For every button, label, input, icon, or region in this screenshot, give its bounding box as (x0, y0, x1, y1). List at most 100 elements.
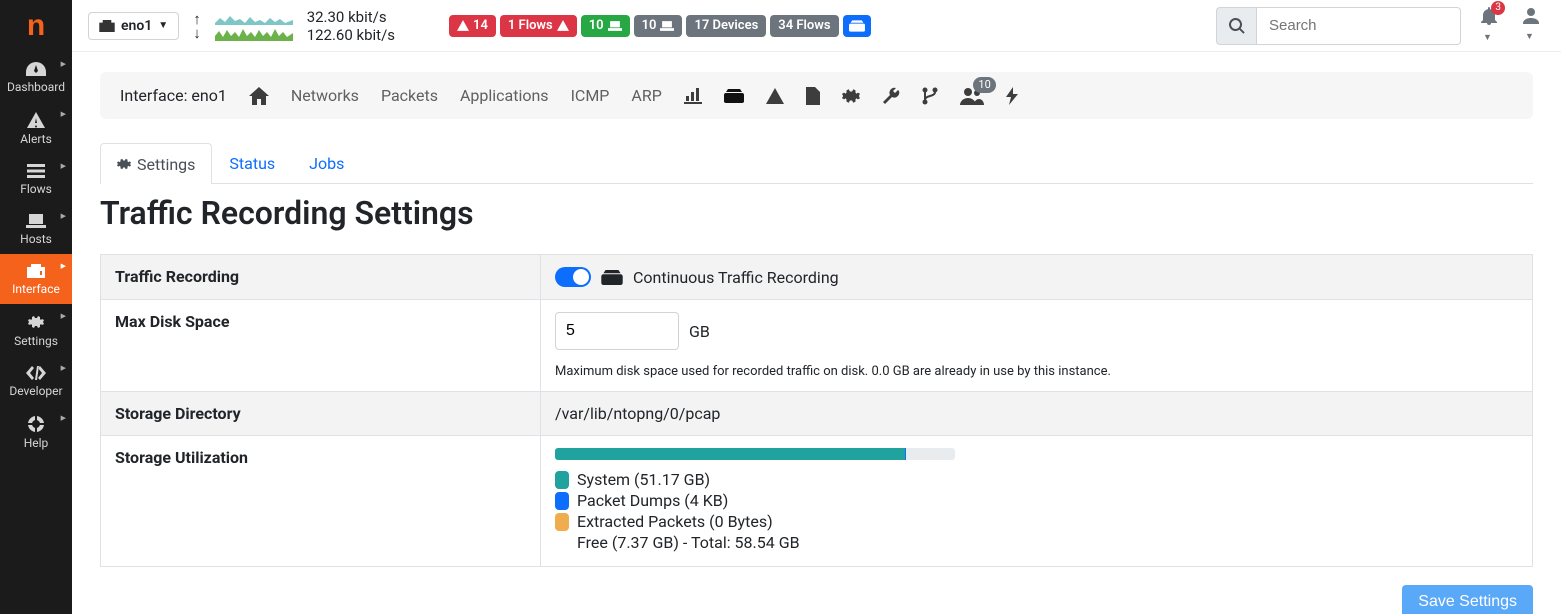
rate-down: 122.60 kbit/s (307, 26, 395, 44)
tab-jobs[interactable]: Jobs (292, 143, 361, 183)
nav-arp[interactable]: ARP (631, 86, 661, 105)
nav-networks[interactable]: Networks (291, 86, 359, 105)
tab-label: Settings (137, 155, 195, 174)
legend-swatch (555, 492, 569, 510)
search-icon (1229, 18, 1245, 34)
content: Interface: eno1 Networks Packets Applica… (72, 52, 1561, 614)
storage-progress (555, 448, 955, 460)
sparkline-down (215, 26, 293, 41)
ethernet-icon (27, 264, 45, 278)
interface-selector[interactable]: eno1 ▼ (88, 12, 179, 40)
page-title: Traffic Recording Settings (100, 194, 1533, 232)
updown-arrows: ↑ ↓ (193, 12, 201, 40)
legend-swatch (555, 471, 569, 489)
nav-icmp[interactable]: ICMP (571, 86, 610, 105)
legend-item: System (51.17 GB) (555, 470, 1518, 489)
row-label: Storage Directory (101, 392, 541, 436)
legend-text: Packet Dumps (4 KB) (577, 491, 728, 510)
badge-flows-alert[interactable]: 1 Flows (500, 15, 577, 37)
tab-settings[interactable]: Settings (100, 143, 212, 184)
status-badges: 14 1 Flows 10 10 17 Devices 34 Flows (449, 15, 870, 37)
gear-icon (117, 157, 131, 171)
sidebar-item-alerts[interactable]: ▶ Alerts (0, 102, 72, 154)
user-menu[interactable]: ▼ (1517, 8, 1545, 44)
help-text: Maximum disk space used for recorded tra… (555, 364, 1518, 379)
nav-packets[interactable]: Packets (381, 86, 438, 105)
sidebar-item-interface[interactable]: ▶ Interface (0, 254, 72, 304)
hdd-icon (601, 270, 623, 285)
badge-hosts-green[interactable]: 10 (581, 15, 630, 37)
legend-text: System (51.17 GB) (577, 470, 710, 489)
legend-swatch (555, 513, 569, 531)
sidebar-item-label: Hosts (20, 232, 52, 246)
gear-icon[interactable] (842, 87, 860, 105)
sidebar-item-label: Alerts (20, 132, 52, 146)
main: eno1 ▼ ↑ ↓ 32.30 kbit/s 122.60 kbit/s 14 (72, 0, 1561, 614)
users-icon[interactable]: 10 (960, 87, 984, 105)
sidebar-item-dashboard[interactable]: ▶ Dashboard (0, 52, 72, 102)
topbar: eno1 ▼ ↑ ↓ 32.30 kbit/s 122.60 kbit/s 14 (72, 0, 1561, 52)
branch-icon[interactable] (922, 87, 938, 105)
chevron-right-icon: ▶ (61, 60, 66, 68)
row-label: Max Disk Space (101, 300, 541, 392)
stream-icon (27, 164, 45, 178)
save-settings-button[interactable]: Save Settings (1402, 585, 1533, 614)
chevron-down-icon: ▼ (1525, 32, 1534, 42)
interface-bar: Interface: eno1 Networks Packets Applica… (100, 72, 1533, 119)
search-input[interactable] (1256, 7, 1461, 45)
tabs: Settings Status Jobs (100, 143, 1533, 184)
sidebar-item-settings[interactable]: ▶ Settings (0, 304, 72, 356)
home-icon[interactable] (249, 87, 269, 105)
row-storage-dir: Storage Directory /var/lib/ntopng/0/pcap (101, 392, 1533, 436)
wrench-icon[interactable] (882, 87, 900, 105)
traffic-recording-text: Continuous Traffic Recording (633, 268, 839, 287)
legend-item: Packet Dumps (4 KB) (555, 491, 1518, 510)
laptop-icon (26, 214, 46, 228)
notifications-button[interactable]: 3 ▼ (1475, 7, 1503, 45)
hdd-icon[interactable] (724, 89, 744, 103)
max-disk-input[interactable] (555, 312, 679, 350)
tab-label: Status (229, 154, 275, 173)
badge-recording[interactable] (843, 15, 871, 37)
storage-footer: Free (7.37 GB) - Total: 58.54 GB (577, 533, 1518, 552)
footer-actions: Save Settings (100, 585, 1533, 614)
sidebar-item-developer[interactable]: ▶ Developer (0, 356, 72, 406)
traffic-recording-toggle[interactable] (555, 267, 591, 287)
sidebar: n ▶ Dashboard ▶ Alerts ▶ Flows ▶ Hosts ▶… (0, 0, 72, 614)
chart-icon[interactable] (684, 88, 702, 104)
sparkline-group (215, 10, 293, 41)
warning-icon[interactable] (766, 88, 784, 104)
rate-up: 32.30 kbit/s (307, 8, 395, 26)
gear-icon (28, 314, 44, 330)
sidebar-item-help[interactable]: ▶ Help (0, 406, 72, 458)
sidebar-item-flows[interactable]: ▶ Flows (0, 154, 72, 204)
file-icon[interactable] (806, 87, 820, 105)
brand-logo[interactable]: n (0, 0, 72, 52)
badge-hosts-gray[interactable]: 10 (634, 15, 683, 37)
storage-dir-value: /var/lib/ntopng/0/pcap (541, 392, 1533, 436)
bolt-icon[interactable] (1006, 87, 1018, 105)
chevron-right-icon: ▶ (61, 212, 66, 220)
tab-label: Jobs (309, 154, 344, 173)
search-button[interactable] (1216, 7, 1256, 45)
badge-devices[interactable]: 17 Devices (686, 15, 766, 37)
arrow-down-icon: ↓ (193, 26, 201, 40)
user-icon (1523, 8, 1539, 24)
badge-alerts[interactable]: 14 (449, 15, 496, 37)
row-storage-util: Storage Utilization System (51.17 GB)Pac… (101, 436, 1533, 567)
badge-flows[interactable]: 34 Flows (770, 15, 838, 37)
row-label: Traffic Recording (101, 255, 541, 300)
users-count: 10 (973, 77, 995, 93)
tab-status[interactable]: Status (212, 143, 292, 183)
search-group (1216, 7, 1461, 45)
legend-item: Extracted Packets (0 Bytes) (555, 512, 1518, 531)
progress-segment (555, 448, 905, 460)
chevron-right-icon: ▶ (61, 414, 66, 422)
lifering-icon (28, 416, 44, 432)
code-icon (26, 366, 46, 380)
chevron-down-icon: ▼ (1483, 33, 1492, 43)
sidebar-item-label: Interface (12, 282, 60, 296)
sidebar-item-hosts[interactable]: ▶ Hosts (0, 204, 72, 254)
nav-applications[interactable]: Applications (460, 86, 549, 105)
ethernet-icon (99, 20, 115, 32)
